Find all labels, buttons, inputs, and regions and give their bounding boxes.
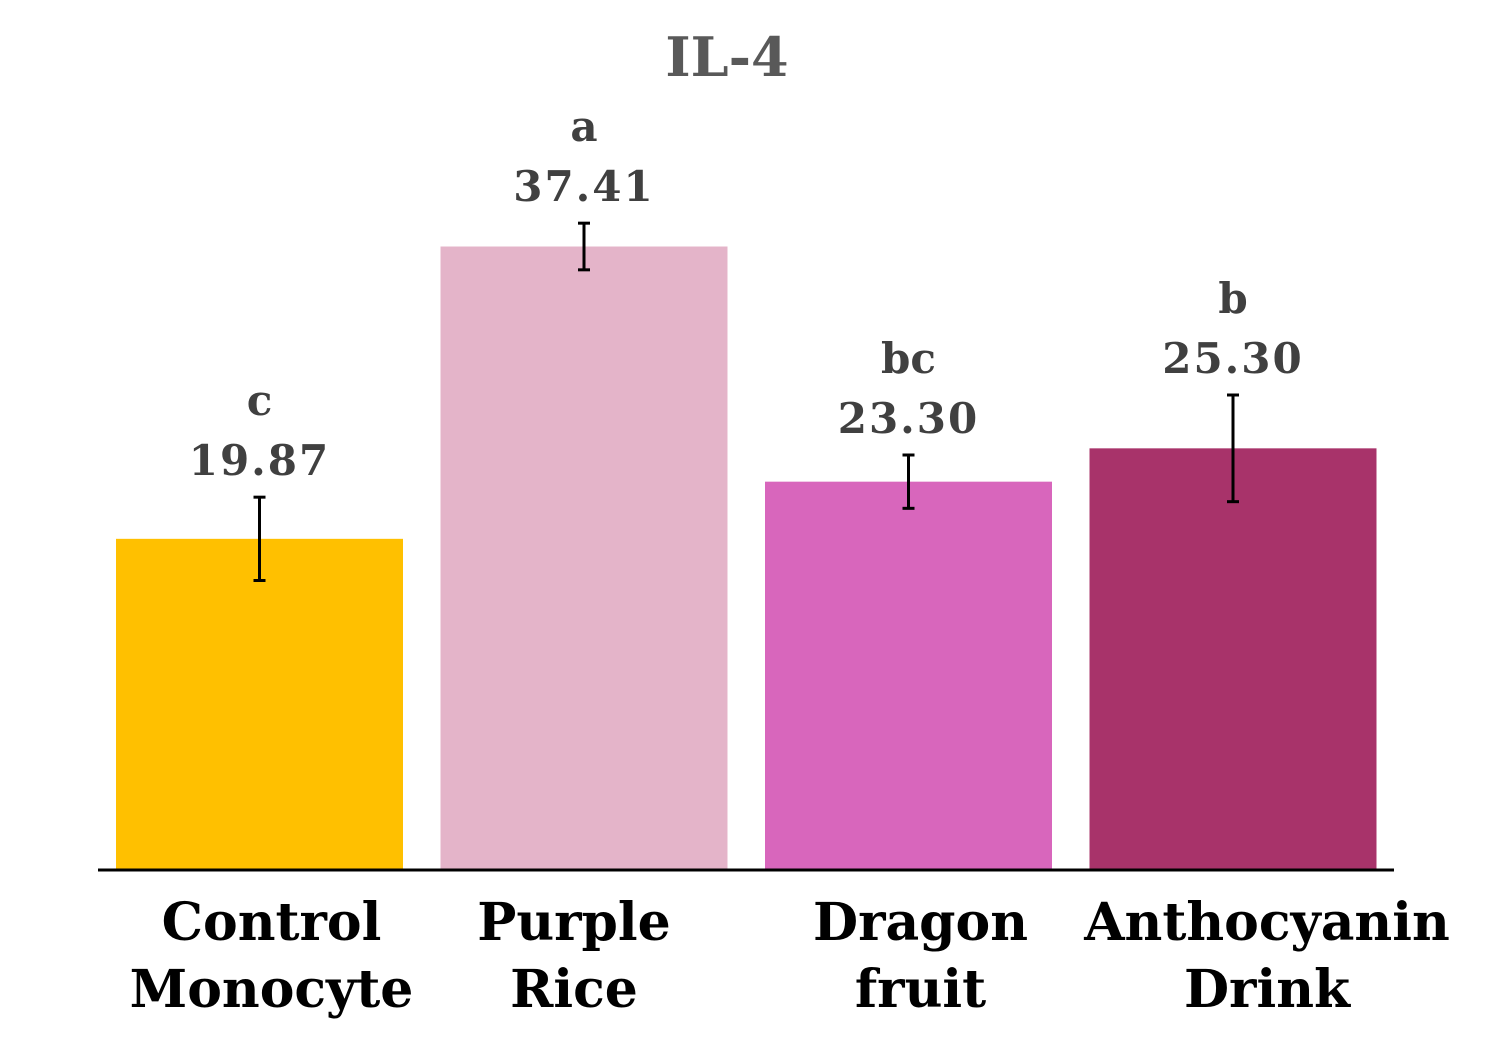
bar-1 — [116, 538, 403, 870]
category-label-1-line-1: Control — [162, 892, 382, 953]
category-label-2-line-1: Purple — [477, 892, 671, 953]
significance-letter-1: c — [247, 376, 273, 425]
error-bar-4 — [1227, 393, 1239, 504]
chart-title: IL-4 — [665, 25, 788, 89]
error-bar-2 — [578, 221, 590, 272]
error-bar-3 — [902, 453, 915, 510]
significance-letter-3: bc — [881, 334, 936, 383]
bar-4 — [1089, 448, 1377, 870]
category-label-1-line-2: Monocyte — [130, 959, 414, 1020]
data-label-1: 19.87 — [189, 436, 331, 485]
category-label-3-line-1: Dragon — [813, 892, 1028, 953]
category-label-4-line-1: Anthocyanin — [1083, 892, 1450, 953]
category-label-2-line-2: Rice — [510, 959, 638, 1020]
data-label-4: 25.30 — [1162, 334, 1304, 383]
bar-3 — [765, 481, 1052, 870]
significance-letter-4: b — [1218, 274, 1247, 323]
category-label-4-line-2: Drink — [1184, 959, 1351, 1020]
significance-letter-2: a — [570, 102, 597, 151]
bars-layer — [116, 246, 1377, 870]
category-label-3-line-2: fruit — [855, 959, 986, 1020]
data-label-3: 23.30 — [838, 394, 980, 443]
error-bar-1 — [253, 495, 266, 582]
bar-2 — [440, 246, 728, 870]
data-label-2: 37.41 — [513, 162, 655, 211]
data-labels-layer: 19.87 c 37.41 a 23.30 bc 25.30 b — [189, 102, 1304, 485]
error-bars-layer — [253, 221, 1239, 582]
